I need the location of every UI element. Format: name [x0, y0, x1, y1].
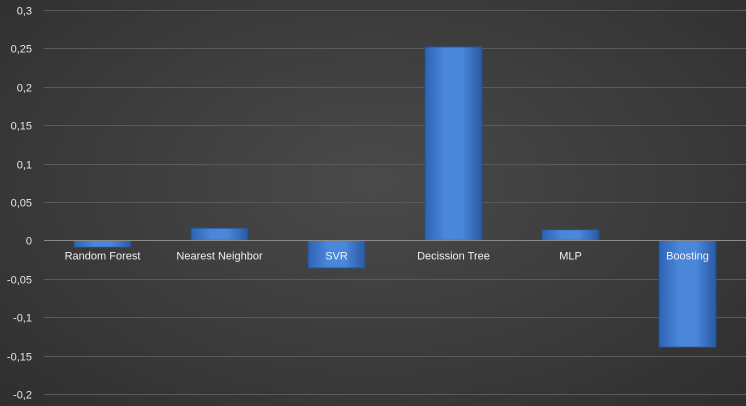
- y-axis-ticks: 0,3 0,25 0,2 0,15 0,1 0,05 0 -0,05 -0,1 -0,15 -0,2: [7, 6, 32, 402]
- y-tick-label: 0,15: [11, 121, 32, 133]
- y-tick-label: 0: [26, 236, 32, 248]
- y-tick-label: -0,2: [13, 390, 32, 402]
- y-tick-label: -0,05: [7, 275, 32, 287]
- y-tick-label: 0,25: [11, 44, 32, 56]
- category-label: Random Forest: [65, 250, 141, 262]
- category-label: Nearest Neighbor: [176, 250, 263, 262]
- category-label: Decission Tree: [417, 250, 490, 262]
- y-tick-label: -0,15: [7, 352, 32, 364]
- bar-nearest-neighbor: [190, 227, 249, 241]
- y-tick-label: 0,2: [17, 83, 32, 95]
- bars: [73, 46, 717, 348]
- gridlines: [44, 10, 746, 395]
- category-label: SVR: [325, 250, 348, 262]
- bar-decission-tree: [424, 46, 483, 241]
- category-label: MLP: [559, 250, 582, 262]
- y-tick-label: -0,1: [13, 313, 32, 325]
- bar-boosting: [658, 239, 717, 348]
- bar-mlp: [541, 229, 600, 241]
- y-tick-label: 0,1: [17, 160, 32, 172]
- category-label: Boosting: [666, 250, 709, 262]
- y-tick-label: 0,3: [17, 6, 32, 18]
- bar-random-forest: [73, 239, 132, 248]
- x-axis-categories: Random Forest Nearest Neighbor SVR Decissio…: [65, 250, 709, 262]
- y-tick-label: 0,05: [11, 198, 32, 210]
